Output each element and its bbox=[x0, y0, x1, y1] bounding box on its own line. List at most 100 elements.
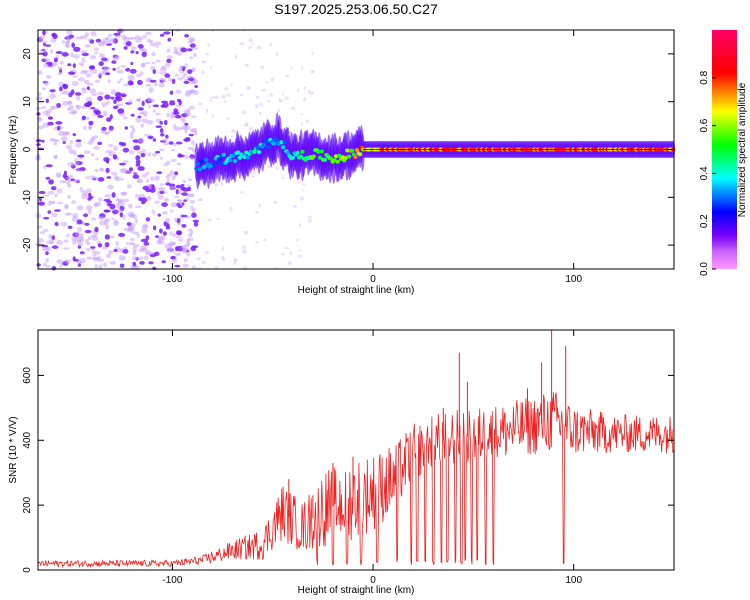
noise-blob bbox=[86, 256, 92, 260]
carrier-core bbox=[218, 161, 223, 166]
noise-blob bbox=[120, 142, 127, 147]
noise-blob bbox=[152, 138, 157, 142]
noise-blob bbox=[84, 44, 91, 48]
noise-blob bbox=[55, 51, 63, 54]
noise-blob bbox=[48, 179, 54, 185]
noise-blob bbox=[161, 260, 166, 264]
noise-blob bbox=[132, 246, 137, 253]
noise-blob bbox=[243, 230, 249, 235]
snr-panel: -100 0 100 0 200 400 600 Height of straight l… bbox=[8, 329, 675, 596]
carrier-core bbox=[281, 145, 286, 150]
noise-blob bbox=[114, 176, 121, 182]
carrier-core bbox=[282, 140, 287, 145]
noise-blob bbox=[145, 235, 150, 241]
noise-blob bbox=[174, 252, 181, 256]
noise-blob bbox=[187, 40, 193, 44]
noise-blob bbox=[77, 245, 82, 249]
noise-blob bbox=[76, 95, 80, 101]
noise-blob bbox=[152, 225, 157, 231]
noise-blob bbox=[113, 32, 121, 36]
noise-blob bbox=[307, 215, 313, 218]
noise-blob bbox=[187, 186, 191, 192]
noise-blob bbox=[176, 231, 182, 236]
noise-blob bbox=[72, 239, 77, 245]
noise-blob bbox=[146, 178, 150, 183]
noise-blob bbox=[231, 129, 236, 134]
noise-blob bbox=[143, 113, 147, 117]
noise-blob bbox=[152, 69, 157, 74]
noise-blob bbox=[140, 123, 144, 128]
noise-blob bbox=[59, 262, 63, 268]
noise-blob bbox=[47, 190, 55, 195]
noise-blob bbox=[118, 255, 126, 261]
noise-blob bbox=[186, 252, 191, 257]
noise-blob bbox=[62, 100, 70, 106]
noise-blob bbox=[101, 53, 105, 59]
y-tick-label: 20 bbox=[22, 48, 33, 60]
noise-blob bbox=[116, 198, 121, 202]
carrier-core bbox=[298, 154, 303, 159]
noise-blob bbox=[284, 247, 290, 250]
noise-blob bbox=[67, 195, 72, 199]
noise-blob bbox=[88, 209, 92, 215]
noise-blob bbox=[193, 222, 199, 227]
noise-blob bbox=[86, 247, 91, 252]
noise-blob bbox=[108, 33, 113, 38]
noise-blob bbox=[107, 79, 111, 84]
noise-blob bbox=[170, 111, 175, 117]
noise-blob bbox=[170, 158, 177, 163]
noise-blob bbox=[167, 78, 173, 82]
noise-blob bbox=[91, 153, 95, 157]
noise-blob bbox=[130, 61, 134, 66]
noise-blob bbox=[137, 166, 145, 171]
noise-blob bbox=[166, 179, 170, 183]
noise-blob bbox=[52, 33, 58, 40]
noise-blob bbox=[72, 75, 78, 78]
noise-blob bbox=[146, 251, 154, 256]
noise-blob bbox=[190, 115, 197, 119]
noise-blob bbox=[149, 187, 156, 193]
noise-blob bbox=[146, 119, 154, 125]
noise-blob bbox=[141, 100, 145, 107]
noise-blob bbox=[111, 60, 117, 64]
noise-blob bbox=[139, 256, 144, 261]
noise-blob bbox=[49, 239, 55, 245]
noise-blob bbox=[84, 222, 90, 226]
colorbar-label: Normalized spectral amplitude bbox=[737, 82, 748, 217]
noise-blob bbox=[90, 217, 97, 221]
noise-blob bbox=[39, 49, 46, 54]
noise-blob bbox=[47, 121, 54, 126]
carrier-core bbox=[353, 155, 358, 159]
noise-blob bbox=[38, 38, 43, 43]
x-tick-label: 100 bbox=[565, 274, 582, 285]
noise-blob bbox=[103, 157, 110, 162]
noise-blob bbox=[124, 170, 132, 174]
noise-blob bbox=[277, 108, 281, 113]
noise-blob bbox=[137, 115, 142, 119]
noise-blob bbox=[178, 154, 185, 158]
noise-blob bbox=[91, 93, 98, 97]
noise-blob bbox=[141, 229, 148, 234]
noise-blob bbox=[72, 256, 76, 262]
noise-blob bbox=[301, 112, 304, 116]
noise-blob bbox=[113, 219, 118, 224]
noise-blob bbox=[53, 57, 58, 63]
noise-blob bbox=[311, 51, 314, 56]
noise-blob bbox=[122, 249, 129, 254]
noise-blob bbox=[269, 93, 273, 97]
noise-blob bbox=[112, 105, 119, 110]
noise-blob bbox=[159, 228, 163, 234]
noise-blob bbox=[191, 212, 197, 218]
noise-blob bbox=[248, 128, 252, 132]
noise-blob bbox=[280, 176, 285, 179]
noise-blob bbox=[68, 148, 75, 155]
noise-blob bbox=[41, 139, 45, 143]
noise-blob bbox=[105, 72, 111, 75]
noise-blob bbox=[91, 248, 95, 253]
noise-blob bbox=[97, 41, 105, 47]
noise-blob bbox=[175, 184, 182, 189]
y-tick-label: -20 bbox=[22, 237, 33, 252]
noise-blob bbox=[77, 227, 83, 232]
carrier-core bbox=[212, 162, 217, 167]
noise-blob bbox=[108, 143, 114, 148]
